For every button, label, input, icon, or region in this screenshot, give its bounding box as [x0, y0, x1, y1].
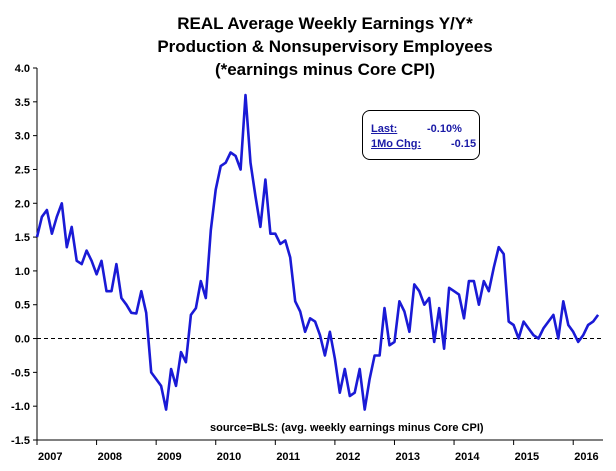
y-tick-label: 0.5 [15, 300, 30, 312]
month-change-label: 1Mo Chg: [371, 138, 422, 150]
x-tick-label: 2011 [276, 451, 300, 463]
y-tick-label: -1.0 [11, 401, 30, 413]
last-label: Last: [371, 123, 398, 135]
source-note: source=BLS: (avg. weekly earnings minus … [210, 422, 484, 434]
month-change-value: -0.15 [451, 138, 477, 150]
y-tick-label: 3.0 [15, 131, 30, 143]
chart-title-line-2: Production & Nonsupervisory Employees [157, 37, 493, 56]
earnings-series-line [35, 93, 600, 411]
x-tick-label: 2012 [336, 451, 360, 463]
y-tick-label: 1.5 [15, 232, 30, 244]
x-tick-label: 2010 [217, 451, 241, 463]
y-axis-ticks: 4.0 3.5 3.0 2.5 2.0 1.5 1.0 0.5 0.0 -0.5 -1.0 -1.5 [11, 63, 37, 447]
x-tick-label: 2015 [515, 451, 539, 463]
month-change-row: 1Mo Chg: -0.15 [371, 138, 476, 150]
y-tick-label: -0.5 [11, 367, 30, 379]
y-tick-label: 0.0 [15, 334, 30, 346]
stats-callout-box: Last: -0.10% 1Mo Chg: -0.15 [362, 110, 480, 160]
last-value-row: Last: -0.10% [371, 123, 462, 135]
x-tick-label: 2014 [455, 451, 480, 463]
y-tick-label: 3.5 [15, 97, 30, 109]
last-value: -0.10% [427, 123, 462, 135]
chart-title-line-3: (*earnings minus Core CPI) [214, 60, 436, 79]
x-axis-ticks: 2007 2008 2009 2010 2011 2012 2013 2014 2015 2016 [36, 440, 599, 463]
y-tick-label: 2.5 [15, 164, 30, 176]
y-tick-label: -1.5 [11, 435, 30, 447]
y-tick-label: 2.0 [15, 198, 30, 210]
axes [36, 68, 603, 441]
y-tick-label: 1.0 [15, 266, 30, 278]
y-tick-label: 4.0 [15, 63, 30, 75]
x-tick-label: 2008 [98, 451, 122, 463]
x-tick-label: 2007 [38, 451, 62, 463]
x-tick-label: 2009 [157, 451, 181, 463]
x-tick-label: 2016 [574, 451, 598, 463]
x-tick-label: 2013 [395, 451, 419, 463]
series-lines [35, 93, 600, 411]
chart-title-line-1: REAL Average Weekly Earnings Y/Y* [177, 14, 473, 33]
